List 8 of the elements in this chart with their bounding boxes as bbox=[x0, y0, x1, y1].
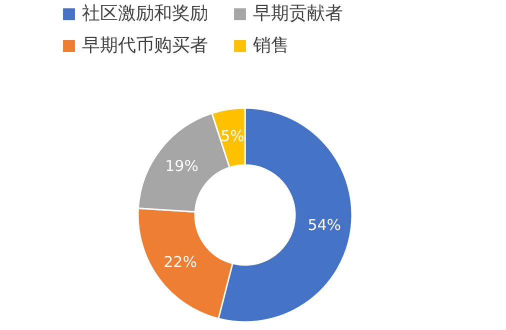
legend-label: 社区激励和奖励 bbox=[82, 3, 208, 24]
legend-label: 早期代币购买者 bbox=[82, 35, 208, 56]
legend-label: 销售 bbox=[252, 35, 289, 56]
legend-label: 早期贡献者 bbox=[253, 3, 343, 24]
data-label: 19% bbox=[165, 156, 198, 175]
data-label: 5% bbox=[220, 126, 244, 145]
data-label: 54% bbox=[308, 216, 342, 234]
data-label: 22% bbox=[164, 253, 197, 272]
